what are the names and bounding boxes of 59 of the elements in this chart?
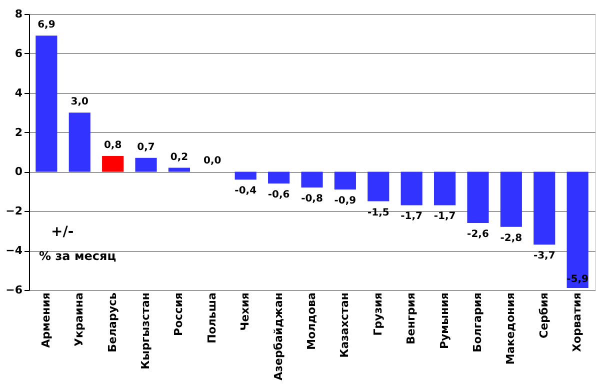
data-label: -1,5 (367, 207, 390, 218)
x-tick-label: Грузия (371, 292, 384, 336)
y-tick-label: −2 (6, 204, 22, 218)
bar (400, 172, 422, 206)
x-tick-label: Украина (72, 292, 86, 346)
x-tick-label: Беларусь (106, 292, 119, 352)
x-tick-label: Казахстан (338, 292, 352, 358)
bar (334, 172, 356, 190)
data-label: -3,7 (533, 250, 556, 262)
bar (68, 112, 90, 172)
x-tick-label: Россия (172, 292, 186, 336)
data-label: -0,9 (334, 195, 356, 206)
data-label: 0,8 (104, 140, 122, 151)
bar (534, 172, 556, 245)
data-label: -0,6 (268, 190, 290, 201)
data-label: 0,7 (137, 142, 155, 153)
y-tick-label: 6 (14, 46, 23, 60)
data-label: 0,2 (170, 152, 188, 163)
x-tick-label: Македония (504, 292, 518, 365)
y-tick-label: 0 (14, 165, 23, 178)
data-label: 0,0 (204, 156, 222, 167)
bar (36, 36, 58, 172)
data-label: -1,7 (400, 211, 423, 222)
data-label: 6,9 (38, 20, 56, 31)
bar (467, 172, 489, 223)
bar (368, 172, 390, 202)
x-tick-label: Азербайджан (272, 292, 285, 380)
data-label: 3,0 (70, 96, 89, 108)
y-tick-label: 4 (14, 86, 23, 100)
data-label: -0,8 (301, 193, 323, 204)
x-tick-label: Хорватия (570, 292, 584, 352)
bar (566, 172, 588, 288)
data-label: -2,8 (500, 232, 522, 244)
x-tick-label: Румыния (438, 292, 451, 350)
bar (434, 172, 456, 206)
x-tick-label: Сербия (537, 292, 550, 338)
y-tick-label: 8 (14, 8, 22, 20)
x-tick-label: Польша (205, 292, 218, 344)
x-tick-label: Армения (39, 292, 52, 348)
annotation: % за месяц (39, 249, 116, 263)
data-label: -1,7 (434, 211, 456, 222)
bar (301, 172, 323, 188)
x-tick-label: Чехия (238, 292, 252, 331)
x-tick-label: Молдова (305, 292, 318, 350)
y-tick-label: −6 (6, 284, 23, 296)
data-label: -0,4 (234, 186, 257, 197)
data-label: -5,9 (566, 274, 589, 286)
bar (500, 172, 522, 227)
y-tick-label: −4 (6, 244, 23, 258)
bar (268, 172, 290, 184)
x-tick-label: Болгария (470, 292, 484, 352)
bar (135, 158, 157, 172)
y-tick-label: 2 (14, 126, 22, 139)
bar (234, 172, 256, 180)
x-tick-label: Кыргызстан (139, 292, 152, 370)
bar (102, 156, 124, 172)
x-tick-label: Венгрия (404, 292, 418, 344)
annotation: +/- (51, 224, 74, 240)
data-label: -2,6 (467, 228, 489, 240)
